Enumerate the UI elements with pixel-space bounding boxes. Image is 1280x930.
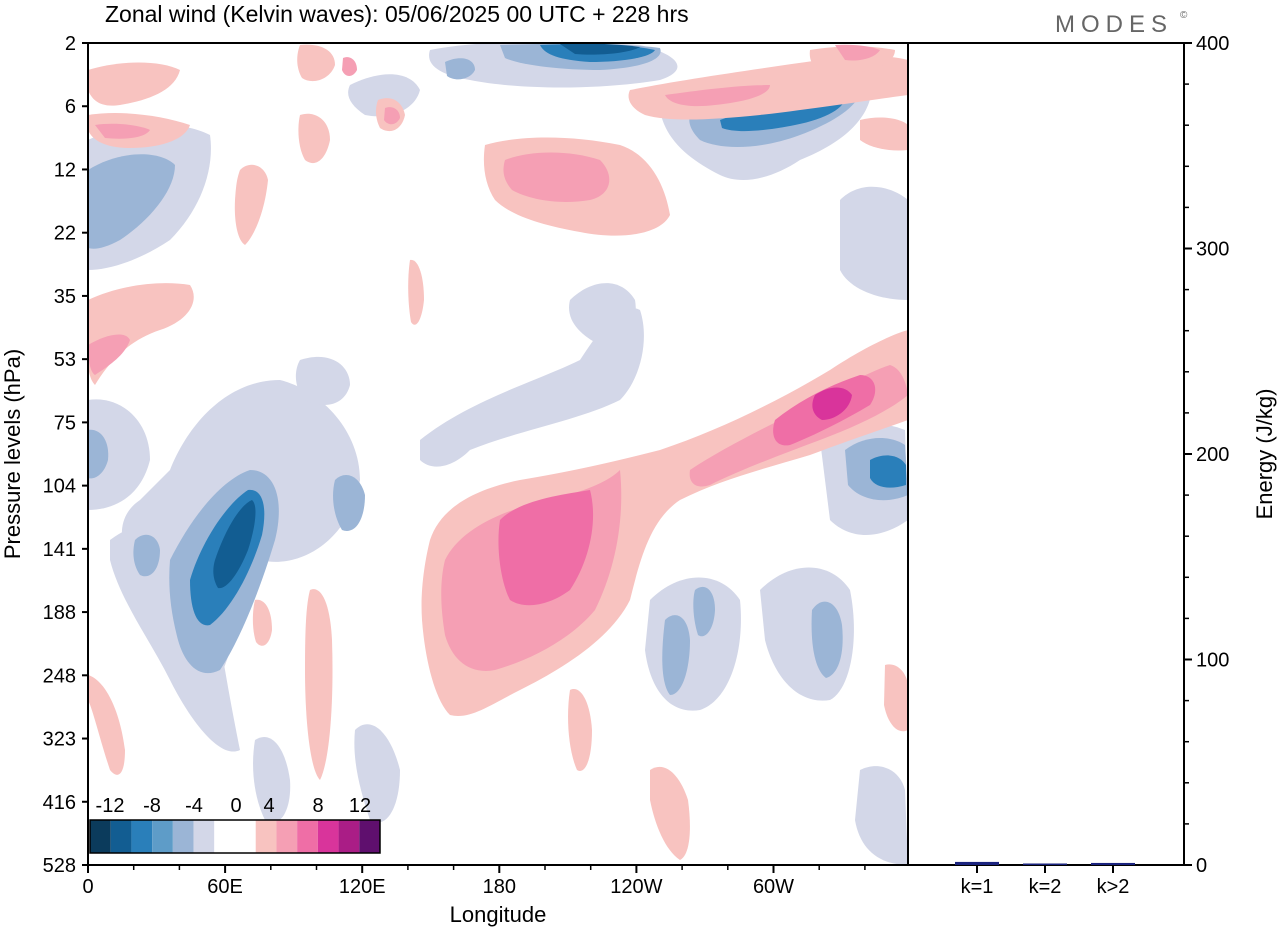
colorbar-swatch [193,820,215,853]
energy-bar [1091,862,1135,865]
colorbar-swatch [172,820,194,853]
colorbar-label: 12 [349,795,371,817]
y-tick-label: 528 [43,855,76,877]
y-tick-label: 12 [54,159,76,181]
y-tick-label: 75 [54,412,76,434]
colorbar-swatch [214,820,235,853]
energy-tick-label: 0 [1196,855,1207,877]
x-tick-label: 60E [207,876,243,898]
x-tick-label: 120W [610,876,662,898]
y-axis-label: Pressure levels (hPa) [0,349,25,559]
energy-tick-label: 200 [1196,444,1229,466]
x-tick-label: 180 [483,876,516,898]
contour-field [88,43,908,865]
colorbar-swatch [90,820,111,853]
colorbar-swatch [359,820,380,853]
energy-bar [1023,863,1067,865]
y-tick-label: 323 [43,729,76,751]
y-tick-label: 188 [43,602,76,624]
x-tick-label: 120E [339,876,386,898]
brand-name: MODES [1055,11,1173,38]
energy-bar [955,861,999,865]
colorbar-label: 0 [230,795,241,817]
y-tick-label: 53 [54,349,76,371]
colorbar-label: 8 [312,795,323,817]
x-axis-label: Longitude [450,902,547,927]
energy-tick-label: 400 [1196,33,1229,55]
energy-panel-frame [907,42,1185,866]
colorbar-label: -8 [143,795,161,817]
energy-tick-label: 100 [1196,650,1229,672]
y-tick-label: 35 [54,286,76,308]
colorbar-swatch [110,820,132,853]
colorbar: -12 -8 -4 0 4 8 12 [89,795,381,854]
energy-category-label: k=1 [961,876,994,898]
y-tick-label: 22 [54,223,76,245]
energy-category-label: k>2 [1097,876,1130,898]
colorbar-swatch [131,820,153,853]
colorbar-swatch [317,820,339,853]
y-tick-label: 6 [65,96,76,118]
y-tick-label: 2 [65,33,76,55]
energy-category-label: k=2 [1029,876,1062,898]
colorbar-swatch [255,820,277,853]
y-tick-label: 104 [43,476,76,498]
easterly-core-regions [213,43,640,589]
energy-bars: k=1 k=2 k>2 [955,861,1135,898]
x-tick-label: 60W [753,876,794,898]
energy-tick-label: 300 [1196,239,1229,261]
energy-axis-label: Energy (J/kg) [1252,389,1277,520]
colorbar-swatch [276,820,298,853]
y-tick-label: 141 [43,539,76,561]
y-tick-label: 416 [43,792,76,814]
colorbar-label: -4 [185,795,203,817]
colorbar-frame [89,819,381,854]
colorbar-swatch [152,820,173,853]
modes-logo: MODES © [1055,10,1188,38]
colorbar-label: 4 [263,795,274,817]
colorbar-swatch [235,820,256,853]
y-tick-label: 248 [43,665,76,687]
colorbar-swatch [338,820,360,853]
colorbar-label: -12 [96,795,125,817]
chart-title: Zonal wind (Kelvin waves): 05/06/2025 00… [105,1,689,27]
brand-mark: © [1180,10,1188,21]
x-tick-label: 0 [82,876,93,898]
westerly-core-regions [812,387,852,420]
colorbar-swatch [297,820,318,853]
